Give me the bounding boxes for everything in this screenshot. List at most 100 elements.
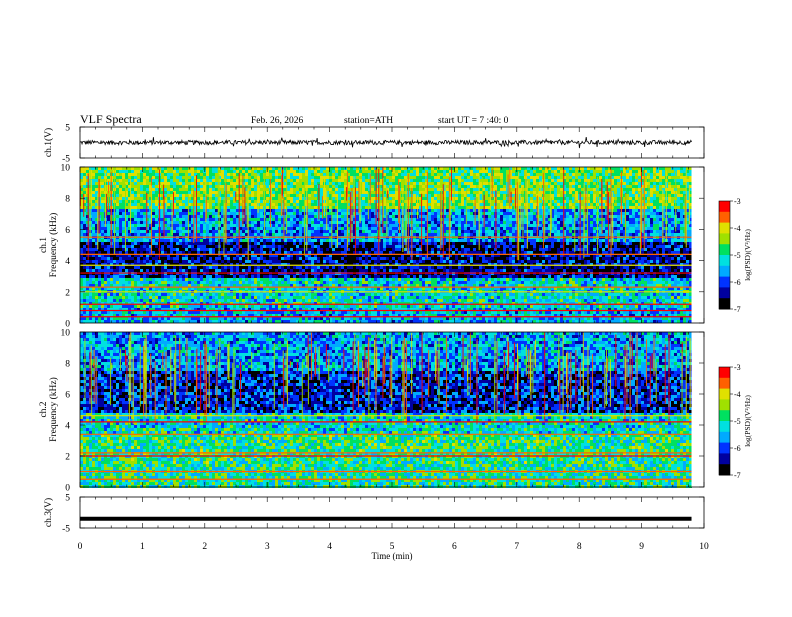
ch1-spectrogram-cell: [254, 266, 257, 269]
ch1-spectrogram-cell: [179, 194, 182, 197]
ch1-spectrogram-cell: [242, 281, 245, 284]
ch1-spectrogram-cell: [284, 251, 287, 254]
ch1-spectrogram-cell: [152, 197, 155, 200]
ch1-spectrogram-cell: [326, 167, 329, 170]
ch1-spectrogram-cell: [266, 248, 269, 251]
ch1-spectrogram-cell: [83, 239, 86, 242]
ch1-spectrogram-cell: [80, 242, 83, 245]
ch1-spectrogram-cell: [290, 266, 293, 269]
ch1-spectrogram-cell: [275, 275, 278, 278]
ch1-spectrogram-cell: [242, 230, 245, 233]
ch1-spectrogram-cell: [230, 251, 233, 254]
ch1-spectrogram-cell: [287, 194, 290, 197]
ch1-spectrogram-cell: [320, 281, 323, 284]
ch1-spectrogram-cell: [245, 266, 248, 269]
ch1-spectrogram-cell: [338, 242, 341, 245]
ch1-spectrogram-cell: [209, 194, 212, 197]
ch1-spectrogram-cell: [287, 215, 290, 218]
ch1-spectrogram-cell: [107, 293, 110, 296]
ch1-spectrogram-cell: [212, 176, 215, 179]
ch1-spectrogram-cell: [230, 209, 233, 212]
ch1-spectrogram-cell: [188, 182, 191, 185]
ch1-spectrogram-cell: [254, 299, 257, 302]
ch1-spectrogram-cell: [200, 317, 203, 320]
ch1-spectrogram-cell: [143, 245, 146, 248]
ch1-spectrogram-cell: [260, 305, 263, 308]
ch1-spectrogram-cell: [215, 299, 218, 302]
ch1-spectrogram-cell: [299, 173, 302, 176]
ch1-spectrogram-cell: [122, 170, 125, 173]
ch1-spectrogram-cell: [98, 293, 101, 296]
ch1-spectrogram-cell: [209, 176, 212, 179]
ch1-spectrogram-cell: [134, 260, 137, 263]
ch1-spectrogram-cell: [152, 299, 155, 302]
ch1-spectrogram-cell: [137, 317, 140, 320]
ch1-spectrogram-cell: [356, 266, 359, 269]
ch1-spectrogram-cell: [209, 278, 212, 281]
ch1-spectrogram-cell: [167, 248, 170, 251]
ch1-spectrogram-cell: [209, 212, 212, 215]
ch1-spectrogram-cell: [266, 224, 269, 227]
ch1-spectrogram-cell: [83, 293, 86, 296]
ch1-spectrogram-cell: [278, 176, 281, 179]
ch1-spectrogram-cell: [302, 278, 305, 281]
ch1-spectrogram-cell: [254, 227, 257, 230]
ch1-spectrogram-cell: [167, 305, 170, 308]
ch1-spectrogram-cell: [92, 320, 95, 323]
ch1-spectrogram-cell: [89, 296, 92, 299]
ch1-spectrogram-cell: [95, 182, 98, 185]
ch1-spectrogram-cell: [308, 278, 311, 281]
ch1-spectrogram-cell: [278, 299, 281, 302]
ch1-spectrogram-cell: [353, 320, 356, 323]
ch1-spectrogram-cell: [329, 257, 332, 260]
ch1-spectrogram-cell: [200, 188, 203, 191]
ch1-spectrogram-cell: [167, 203, 170, 206]
ch1-spectrogram-cell: [200, 278, 203, 281]
ch1-spectrogram-cell: [254, 224, 257, 227]
ch1-spectrogram-cell: [158, 320, 161, 323]
ch1-spectrogram-cell: [104, 248, 107, 251]
ch1-spectrogram-cell: [188, 251, 191, 254]
ch1-spectrogram-cell: [152, 245, 155, 248]
ch1-spectrogram-cell: [116, 215, 119, 218]
ch1-spectrogram-cell: [203, 281, 206, 284]
ch1-spectrogram-cell: [173, 248, 176, 251]
ch1-spectrogram-cell: [263, 251, 266, 254]
ch1-spectrogram-cell: [320, 275, 323, 278]
ch1-spectrogram-cell: [299, 179, 302, 182]
ch1-spectrogram-cell: [152, 218, 155, 221]
ch1-spectrogram-cell: [254, 320, 257, 323]
ch1-spectrogram-cell: [209, 233, 212, 236]
ch1-spectrogram-cell: [140, 278, 143, 281]
ch1-spectrogram-cell: [308, 320, 311, 323]
ch1-spectrogram-cell: [116, 239, 119, 242]
ch1-spectrogram-cell: [236, 275, 239, 278]
ch1-spectrogram-cell: [185, 224, 188, 227]
ch1-spectrogram-cell: [290, 188, 293, 191]
ch1-spectrogram-cell: [353, 281, 356, 284]
ch1-spectrogram-cell: [275, 251, 278, 254]
ch1-spectrogram-cell: [140, 233, 143, 236]
ch1-spectrogram-cell: [329, 260, 332, 263]
ch1-spectrogram-cell: [245, 233, 248, 236]
ch1-spectrogram-cell: [305, 251, 308, 254]
ch1-spectrogram-cell: [131, 320, 134, 323]
ch1-spectrogram-cell: [197, 245, 200, 248]
ch1-spectrogram-cell: [113, 278, 116, 281]
ch1-spectrogram-cell: [299, 296, 302, 299]
ch1-spectrogram-cell: [287, 257, 290, 260]
ch1-spectrogram-cell: [284, 293, 287, 296]
ch1-spectrogram-cell: [272, 170, 275, 173]
ch1-spectrogram-cell: [341, 218, 344, 221]
ch1-spectrogram-cell: [272, 203, 275, 206]
ch1-spectrogram-cell: [356, 242, 359, 245]
ch1-spectrogram-cell: [290, 296, 293, 299]
ch1-spectrogram-cell: [101, 167, 104, 170]
ch1-spectrogram-cell: [296, 230, 299, 233]
ch1-spectrogram-cell: [158, 266, 161, 269]
ch1-spectrogram-cell: [110, 278, 113, 281]
ch1-spectrogram-cell: [311, 224, 314, 227]
ch1-spectrogram-cell: [344, 239, 347, 242]
ch1-spectrogram-cell: [134, 317, 137, 320]
ch1-spectrogram-cell: [278, 317, 281, 320]
